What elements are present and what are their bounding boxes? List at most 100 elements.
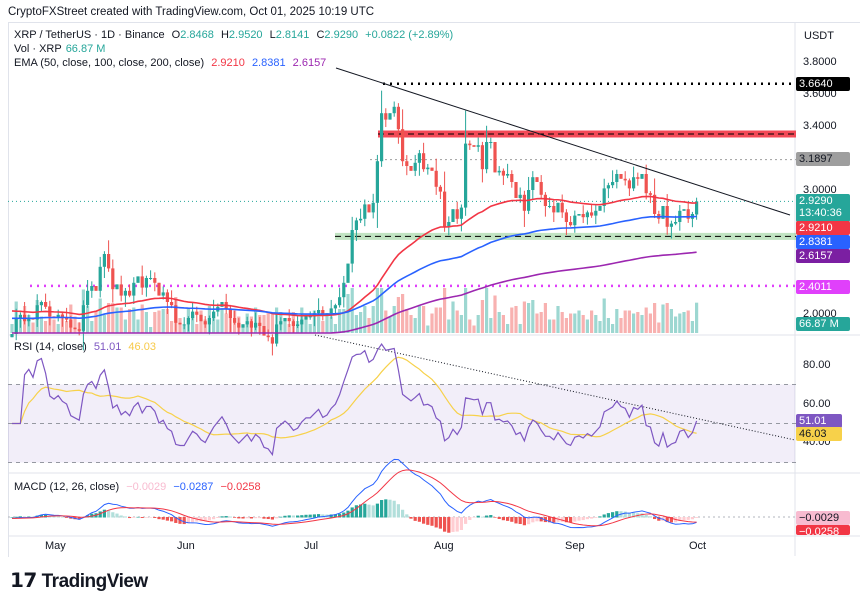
- volume-legend[interactable]: Vol · XRP 66.87 M: [14, 43, 109, 55]
- macd-histogram-bar: [606, 513, 610, 518]
- candle-body: [111, 268, 115, 290]
- volume-bar: [623, 310, 627, 333]
- volume-bar: [212, 312, 216, 333]
- macd-histogram-bar: [312, 514, 316, 518]
- candle-body: [485, 142, 489, 170]
- rsi-ma-value: 46.03: [128, 341, 156, 353]
- candle-body: [354, 220, 358, 230]
- volume-bar: [123, 319, 127, 333]
- volume-bar: [426, 325, 430, 333]
- candle-body: [182, 324, 186, 326]
- candle-body: [556, 202, 560, 213]
- volume-bar: [653, 303, 657, 333]
- candle-body: [531, 177, 535, 190]
- volume-bar: [413, 318, 417, 333]
- volume-bar: [535, 313, 539, 333]
- macd-histogram-bar: [329, 514, 333, 518]
- candle-body: [275, 324, 279, 344]
- macd-histogram-bar: [182, 517, 186, 525]
- macd-histogram-bar: [581, 517, 585, 521]
- candle-body: [581, 214, 585, 218]
- volume-bar: [338, 309, 342, 333]
- ema50-tag: 2.9210: [796, 221, 850, 235]
- volume-bar: [224, 313, 228, 333]
- volume-bar: [10, 324, 14, 333]
- macd-histogram-bar: [52, 516, 56, 518]
- candle-body: [501, 170, 505, 176]
- macd-histogram-bar: [18, 516, 22, 518]
- candle-body: [459, 207, 463, 219]
- candle-body: [392, 106, 396, 114]
- candle-body: [77, 329, 81, 331]
- price-tick: 3.4000: [803, 120, 837, 132]
- volume-bar: [153, 312, 157, 333]
- macd-histogram-bar: [489, 515, 493, 518]
- candle-body: [90, 286, 94, 291]
- macd-histogram-bar: [170, 517, 174, 522]
- candle-body: [438, 186, 442, 192]
- volume-bar: [191, 315, 195, 333]
- symbol-name[interactable]: XRP / TetherUS · 1D · Binance: [14, 29, 165, 41]
- volume-bar: [543, 303, 547, 333]
- volume-bar: [283, 318, 287, 333]
- volume-label: Vol · XRP: [14, 43, 62, 55]
- ema100-tag: 2.8381: [796, 235, 850, 249]
- last-price-tag: 2.9290 13:40:36: [796, 194, 850, 222]
- macd-histogram-bar: [493, 517, 497, 518]
- candle-body: [627, 180, 631, 189]
- volume-bar: [107, 303, 111, 333]
- macd-histogram-bar: [594, 517, 598, 518]
- macd-hist-tag: −0.0029: [796, 511, 850, 525]
- volume-bar: [178, 318, 182, 333]
- macd-histogram-bar: [262, 517, 266, 519]
- candle-body: [476, 145, 480, 147]
- high-label: H: [220, 29, 229, 41]
- volume-bar: [195, 324, 199, 333]
- macd-histogram-bar: [308, 514, 312, 518]
- ema200-value: 2.6157: [292, 57, 327, 69]
- tradingview-logo[interactable]: 𝟭𝟳 TradingView: [10, 570, 148, 592]
- volume-bar: [493, 295, 497, 333]
- high-value: 2.9520: [228, 29, 263, 41]
- ema-legend[interactable]: EMA (50, close, 100, close, 200, close) …: [14, 57, 330, 69]
- macd-histogram-bar: [409, 517, 413, 519]
- candle-body: [44, 302, 48, 307]
- volume-bar: [417, 306, 421, 333]
- volume-bar: [522, 301, 526, 333]
- time-tick: Oct: [689, 540, 707, 552]
- candle-body: [493, 142, 497, 173]
- candle-body: [228, 308, 232, 318]
- volume-bar: [510, 307, 514, 333]
- volume-bar: [161, 309, 165, 333]
- candle-body: [296, 324, 300, 326]
- macd-histogram-bar: [459, 517, 463, 530]
- volume-bar: [480, 300, 484, 333]
- macd-histogram-bar: [657, 517, 661, 521]
- candle-body: [409, 166, 413, 171]
- currency-label[interactable]: USDT: [804, 30, 834, 42]
- volume-bar: [459, 315, 463, 333]
- volume-bar: [564, 318, 568, 333]
- volume-bar: [392, 306, 396, 333]
- macd-histogram-bar: [350, 507, 354, 518]
- macd-histogram-bar: [585, 517, 589, 520]
- macd-histogram-bar: [598, 516, 602, 518]
- candle-body: [375, 161, 379, 203]
- macd-histogram-bar: [485, 515, 489, 518]
- macd-histogram-bar: [191, 517, 195, 523]
- candle-body: [573, 215, 577, 226]
- price-tick: 3.0000: [803, 184, 837, 196]
- macd-histogram-bar: [480, 516, 484, 518]
- candle-body: [514, 182, 518, 198]
- trendline: [335, 67, 791, 216]
- candle-body: [186, 318, 190, 325]
- candle-body: [157, 282, 161, 296]
- macd-histogram-bar: [623, 511, 627, 518]
- macd-legend[interactable]: MACD (12, 26, close) −0.0029 −0.0287 −0.…: [14, 481, 265, 493]
- candle-body: [39, 302, 43, 306]
- rsi-ma-tag: 46.03: [796, 427, 842, 441]
- rsi-legend[interactable]: RSI (14, close) 51.01 46.03: [14, 341, 160, 353]
- volume-bar: [657, 322, 661, 333]
- volume-bar: [548, 319, 552, 333]
